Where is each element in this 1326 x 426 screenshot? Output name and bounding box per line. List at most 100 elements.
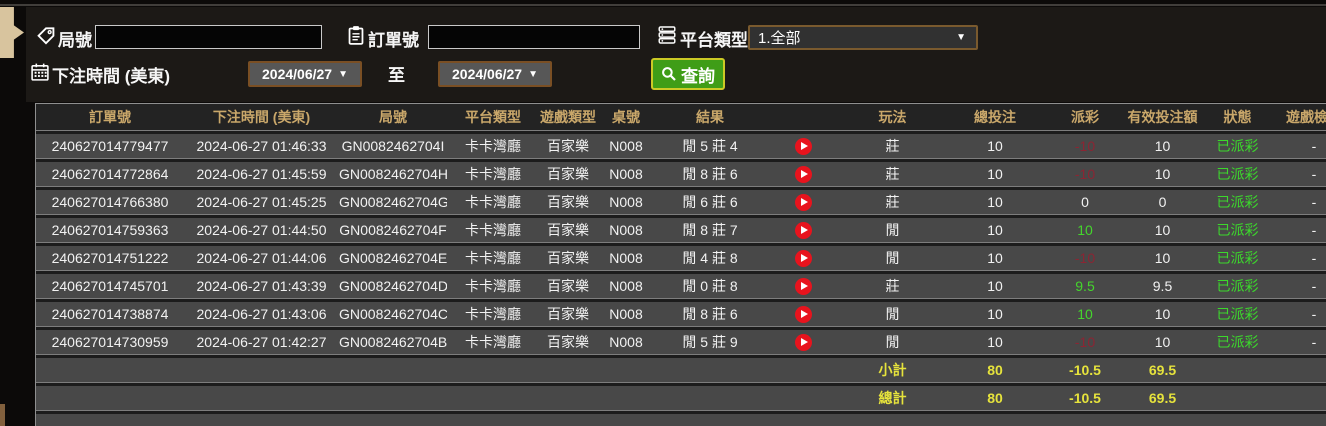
game-type-cell: 百家樂: [539, 300, 597, 330]
order-no-input[interactable]: [428, 25, 640, 49]
game-type-cell: 百家樂: [539, 244, 597, 274]
game-no-cell: GN0082462704I: [339, 132, 447, 162]
calendar-icon: [31, 63, 49, 81]
status-cell: 已派彩: [1201, 244, 1274, 274]
total-bet-cell: 10: [944, 328, 1046, 358]
subtotal-payout: -10.5: [1046, 356, 1124, 386]
header-table-no: 桌號: [597, 104, 655, 134]
game-no-cell: GN0082462704G: [339, 188, 447, 218]
result-cell: 閒 4 莊 8: [655, 244, 765, 274]
to-label: 至: [388, 66, 405, 85]
play-type-cell: 閒: [841, 216, 944, 246]
total-total-bet: 80: [944, 384, 1046, 414]
payout-cell: 10: [1046, 216, 1124, 246]
total-bet-cell: 10: [944, 132, 1046, 162]
platform-cell: 卡卡灣廳: [447, 160, 539, 190]
play-icon[interactable]: [794, 249, 812, 267]
play-icon[interactable]: [794, 137, 812, 155]
valid-bet-cell: 10: [1124, 132, 1201, 162]
payout-cell: 9.5: [1046, 272, 1124, 302]
table-row: 240627014779477 2024-06-27 01:46:33 GN00…: [36, 132, 1326, 162]
bet-time-label: 下注時間 (美東): [52, 67, 171, 86]
table-no-cell: N008: [597, 272, 655, 302]
total-bet-cell: 10: [944, 216, 1046, 246]
game-view-cell: -: [1274, 244, 1326, 274]
table-no-cell: N008: [597, 160, 655, 190]
play-type-cell: 閒: [841, 244, 944, 274]
game-no-cell: GN0082462704F: [339, 216, 447, 246]
top-divider: [0, 4, 1326, 6]
search-button[interactable]: 查詢: [651, 58, 725, 90]
header-play-type: 玩法: [841, 104, 944, 134]
game-view-cell: -: [1274, 328, 1326, 358]
date-from-value: 2024/06/27: [262, 66, 333, 82]
total-payout: -10.5: [1046, 384, 1124, 414]
game-type-cell: 百家樂: [539, 188, 597, 218]
play-icon[interactable]: [794, 165, 812, 183]
header-platform: 平台類型: [447, 104, 539, 134]
result-cell: 閒 0 莊 8: [655, 272, 765, 302]
header-game-view: 遊戲檢視: [1274, 104, 1326, 134]
replay-cell: [765, 328, 841, 358]
total-bet-cell: 10: [944, 272, 1046, 302]
subtotal-valid-bet: 69.5: [1124, 356, 1201, 386]
total-row: 總計 80 -10.5 69.5: [36, 384, 1326, 414]
table-row: 240627014730959 2024-06-27 01:42:27 GN00…: [36, 328, 1326, 358]
game-type-cell: 百家樂: [539, 272, 597, 302]
play-icon[interactable]: [794, 277, 812, 295]
status-cell: 已派彩: [1201, 160, 1274, 190]
payout-cell: 0: [1046, 188, 1124, 218]
header-valid-bet: 有效投注額: [1124, 104, 1201, 134]
play-icon[interactable]: [794, 221, 812, 239]
payout-cell: -10: [1046, 132, 1124, 162]
table-row: 240627014772864 2024-06-27 01:45:59 GN00…: [36, 160, 1326, 190]
replay-cell: [765, 272, 841, 302]
valid-bet-cell: 10: [1124, 300, 1201, 330]
platform-cell: 卡卡灣廳: [447, 328, 539, 358]
play-type-cell: 閒: [841, 328, 944, 358]
status-cell: 已派彩: [1201, 272, 1274, 302]
order-no-cell: 240627014779477: [36, 132, 184, 162]
table-no-cell: N008: [597, 216, 655, 246]
result-cell: 閒 6 莊 6: [655, 188, 765, 218]
replay-cell: [765, 244, 841, 274]
game-view-cell: -: [1274, 160, 1326, 190]
play-icon[interactable]: [794, 305, 812, 323]
replay-cell: [765, 188, 841, 218]
table-no-cell: N008: [597, 244, 655, 274]
play-icon[interactable]: [794, 333, 812, 351]
payout-cell: -10: [1046, 328, 1124, 358]
game-no-input[interactable]: [95, 25, 322, 49]
orders-table: 訂單號 下注時間 (美東) 局號 平台類型 遊戲類型 桌號 結果 玩法 總投注 …: [35, 103, 1326, 426]
platform-cell: 卡卡灣廳: [447, 300, 539, 330]
game-view-cell: -: [1274, 188, 1326, 218]
valid-bet-cell: 10: [1124, 328, 1201, 358]
status-cell: 已派彩: [1201, 328, 1274, 358]
table-no-cell: N008: [597, 132, 655, 162]
bet-time-cell: 2024-06-27 01:43:39: [184, 272, 339, 302]
play-type-cell: 莊: [841, 160, 944, 190]
valid-bet-cell: 9.5: [1124, 272, 1201, 302]
date-to-picker[interactable]: 2024/06/27 ▼: [438, 61, 552, 87]
table-row: 240627014759363 2024-06-27 01:44:50 GN00…: [36, 216, 1326, 246]
platform-type-select[interactable]: 1.全部 ▼: [748, 25, 978, 50]
platform-list-icon: [658, 26, 676, 44]
play-icon[interactable]: [794, 193, 812, 211]
search-icon: [662, 67, 676, 81]
platform-cell: 卡卡灣廳: [447, 132, 539, 162]
date-from-picker[interactable]: 2024/06/27 ▼: [248, 61, 362, 87]
chevron-down-icon: ▼: [338, 68, 348, 80]
game-no-cell: GN0082462704E: [339, 244, 447, 274]
header-bet-time: 下注時間 (美東): [184, 104, 339, 134]
order-no-cell: 240627014745701: [36, 272, 184, 302]
bet-time-cell: 2024-06-27 01:44:06: [184, 244, 339, 274]
header-game-no: 局號: [339, 104, 447, 134]
bet-time-cell: 2024-06-27 01:46:33: [184, 132, 339, 162]
bet-time-cell: 2024-06-27 01:45:25: [184, 188, 339, 218]
table-no-cell: N008: [597, 188, 655, 218]
payout-cell: 10: [1046, 300, 1124, 330]
bet-time-cell: 2024-06-27 01:42:27: [184, 328, 339, 358]
order-no-label: 訂單號: [368, 31, 419, 50]
sidebar-collapse-handle[interactable]: [0, 7, 24, 58]
game-view-cell: -: [1274, 216, 1326, 246]
